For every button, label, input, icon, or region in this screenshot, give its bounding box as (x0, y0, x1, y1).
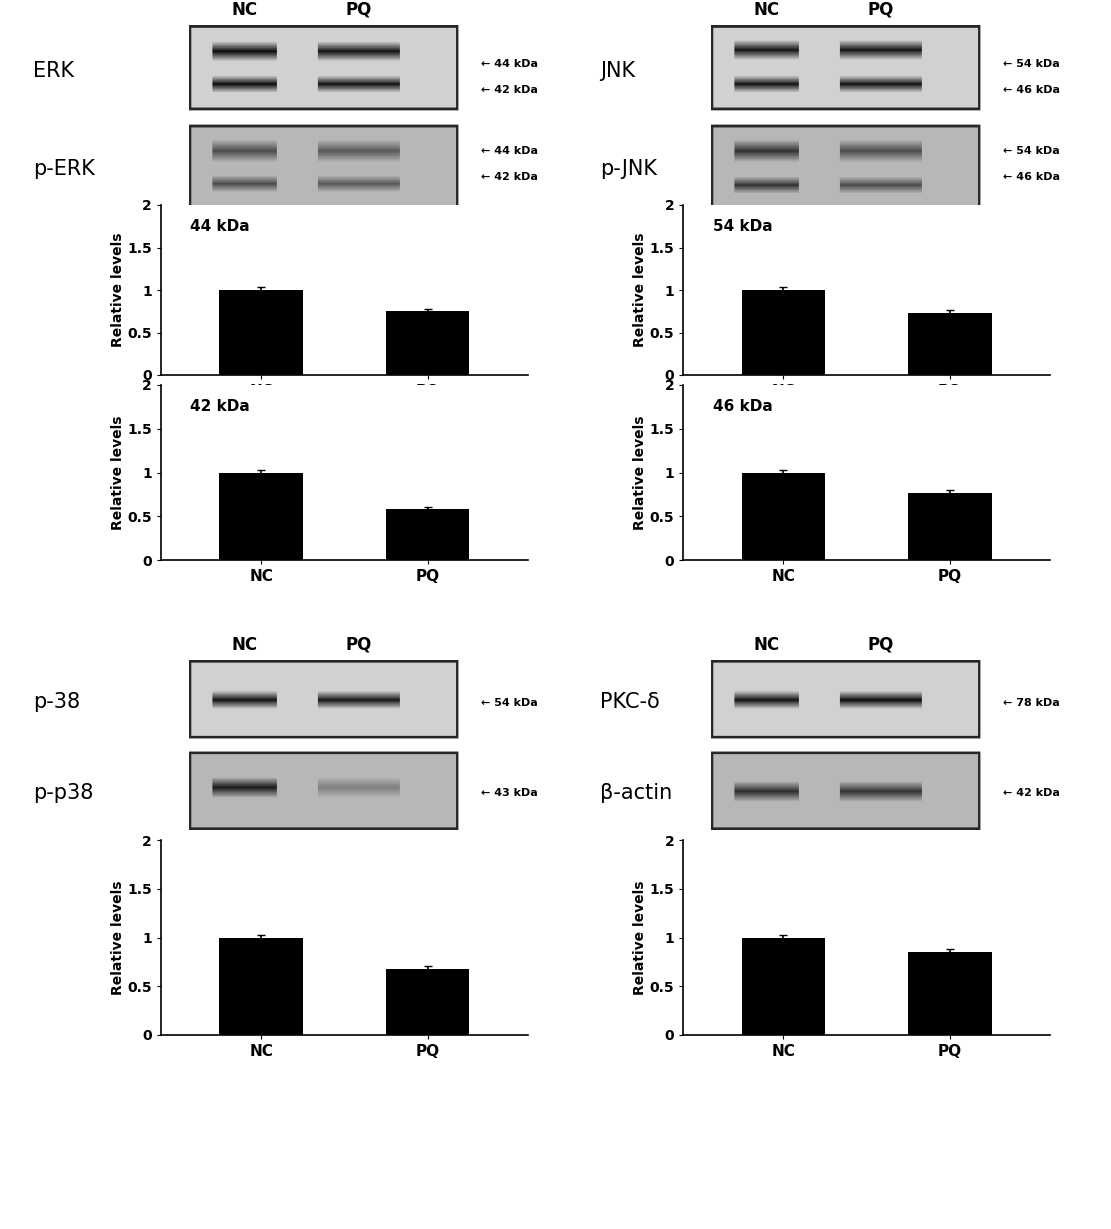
Text: β-actin: β-actin (600, 783, 672, 803)
Text: 44 kDa: 44 kDa (190, 219, 250, 234)
Text: NC: NC (231, 1, 258, 18)
Text: ← 44 kDa: ← 44 kDa (481, 146, 539, 156)
Bar (742, 290, 824, 375)
Text: NC: NC (753, 635, 780, 654)
Text: 42 kDa: 42 kDa (190, 399, 250, 414)
Bar (909, 493, 992, 560)
Y-axis label: Relative levels: Relative levels (632, 232, 647, 348)
Bar (387, 968, 470, 1035)
Bar (387, 311, 470, 375)
Bar (742, 472, 824, 560)
Text: ← 42 kDa: ← 42 kDa (481, 85, 538, 95)
Text: PQ: PQ (868, 1, 894, 18)
Bar (909, 313, 992, 375)
Bar (742, 938, 824, 1035)
Text: PKC-δ: PKC-δ (600, 692, 660, 713)
Text: ← 54 kDa: ← 54 kDa (1003, 146, 1060, 156)
Text: PQ: PQ (346, 635, 372, 654)
Text: NC: NC (753, 1, 780, 18)
Text: ← 44 kDa: ← 44 kDa (481, 59, 539, 69)
Bar (220, 472, 302, 560)
Text: ← 46 kDa: ← 46 kDa (1003, 85, 1061, 95)
Text: ERK: ERK (33, 61, 74, 81)
Text: p-ERK: p-ERK (33, 160, 96, 179)
Text: p-38: p-38 (33, 692, 80, 713)
Text: ← 42 kDa: ← 42 kDa (1003, 788, 1060, 798)
Y-axis label: Relative levels: Relative levels (110, 880, 124, 994)
Bar (220, 938, 302, 1035)
Text: ← 78 kDa: ← 78 kDa (1003, 698, 1060, 708)
Text: p-p38: p-p38 (33, 783, 93, 803)
Y-axis label: Relative levels: Relative levels (110, 415, 124, 530)
Text: PQ: PQ (346, 1, 372, 18)
Text: 54 kDa: 54 kDa (712, 219, 772, 234)
Text: NC: NC (231, 635, 258, 654)
Bar (387, 509, 470, 560)
Text: p-JNK: p-JNK (600, 160, 657, 179)
Text: ← 43 kDa: ← 43 kDa (481, 788, 538, 798)
Text: ← 46 kDa: ← 46 kDa (1003, 172, 1061, 182)
Bar (220, 290, 302, 375)
Text: PQ: PQ (868, 635, 894, 654)
Text: ← 54 kDa: ← 54 kDa (1003, 59, 1060, 69)
Text: 46 kDa: 46 kDa (712, 399, 772, 414)
Y-axis label: Relative levels: Relative levels (632, 880, 647, 994)
Y-axis label: Relative levels: Relative levels (632, 415, 647, 530)
Text: ← 42 kDa: ← 42 kDa (481, 172, 538, 182)
Text: JNK: JNK (600, 61, 635, 81)
Bar (909, 952, 992, 1035)
Y-axis label: Relative levels: Relative levels (110, 232, 124, 348)
Text: ← 54 kDa: ← 54 kDa (481, 698, 538, 708)
